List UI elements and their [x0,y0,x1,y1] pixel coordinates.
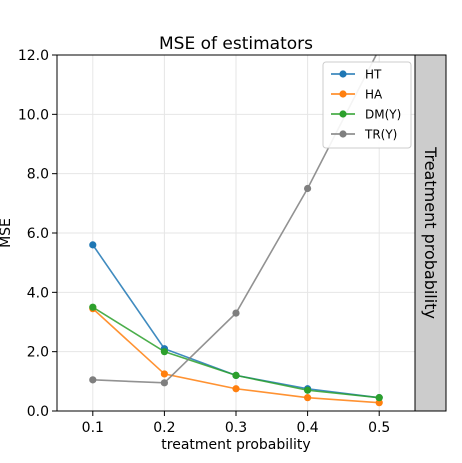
data-point-ht [89,241,97,249]
data-point-try [160,379,168,387]
x-tick-label: 0.2 [153,420,175,436]
y-axis-label: MSE [0,218,14,248]
legend-item-dmy: DM(Y) [331,108,401,122]
legend-label: TR(Y) [364,128,397,142]
data-point-dmy [375,394,383,402]
legend: HT HA DM(Y) TR(Y) [322,61,412,149]
x-axis-label: treatment probability [161,437,310,453]
data-point-dmy [304,386,312,394]
legend-item-ha: HA [331,88,383,102]
data-point-ha [232,385,240,393]
data-point-ha [375,399,383,407]
x-axis: 0.1 0.2 0.3 0.4 0.5 [82,411,390,436]
data-point-dmy [89,303,97,311]
x-tick-label: 0.3 [225,420,247,436]
legend-box [322,61,412,149]
x-tick-label: 0.4 [296,420,318,436]
legend-marker [339,130,347,138]
y-tick-label: 4.0 [27,285,49,301]
y-tick-label: 2.0 [27,345,49,361]
data-point-try [232,309,240,317]
y-tick-label: 0.0 [27,404,49,420]
x-tick-label: 0.5 [368,420,390,436]
data-point-ha [160,370,168,378]
data-point-dmy [160,348,168,356]
data-point-dmy [232,371,240,379]
y-tick-label: 6.0 [27,226,49,242]
series-dmy [89,303,383,402]
y-tick-label: 10.0 [18,107,49,123]
legend-marker [339,70,347,78]
facet-label: Treatment probability [421,146,440,319]
y-tick-label: 8.0 [27,167,49,183]
legend-label: HT [365,68,382,82]
facet-strip [414,54,447,412]
legend-item-ht: HT [331,68,382,82]
data-point-try [89,376,97,384]
legend-marker [339,90,347,98]
data-point-try [304,184,312,193]
chart-title: MSE of estimators [159,34,313,54]
data-point-ha [304,394,312,402]
legend-item-try: TR(Y) [331,128,397,142]
y-tick-label: 12.0 [18,48,49,64]
y-axis: 0.0 2.0 4.0 6.0 8.0 10.0 12.0 [18,48,57,420]
data-point-try [376,45,383,52]
legend-marker [339,110,347,118]
legend-label: DM(Y) [365,108,401,122]
legend-label: HA [365,88,383,102]
x-tick-label: 0.1 [82,420,104,436]
series-ha [89,305,383,407]
